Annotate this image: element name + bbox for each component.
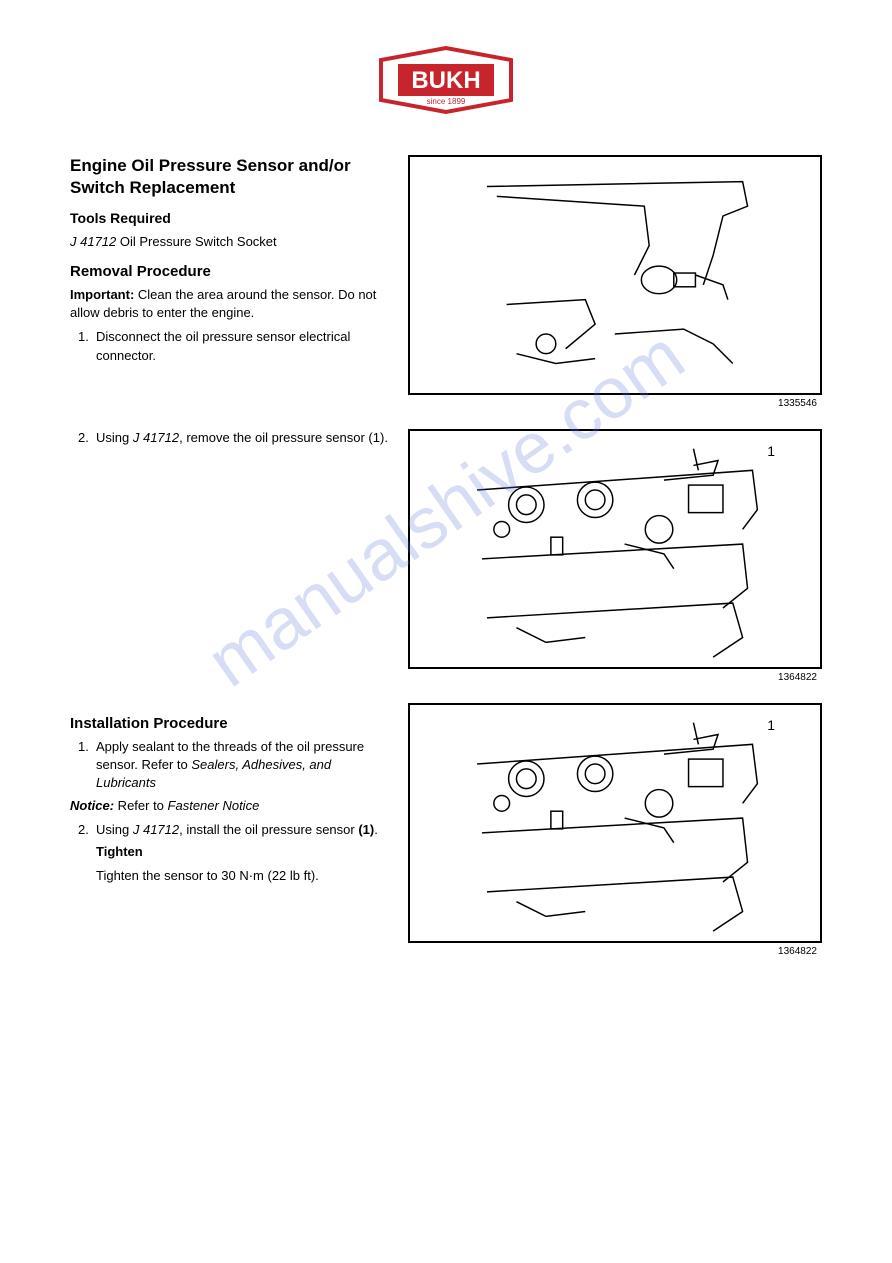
install2-pre: Using [96,822,133,837]
text-column-2: 2. Using J 41712, remove the oil pressur… [70,429,408,683]
text-column-1: Engine Oil Pressure Sensor and/or Switch… [70,155,408,409]
diagram-2-svg [410,431,820,667]
diagram-3-svg [410,705,820,941]
diagram-1 [408,155,822,395]
step2-tool: J 41712 [133,430,179,445]
step-text: Apply sealant to the threads of the oil … [96,738,393,793]
tools-heading: Tools Required [70,209,393,229]
diagram-3-callout: 1 [767,717,775,733]
tighten-heading: Tighten [70,843,393,861]
tools-text: J 41712 Oil Pressure Switch Socket [70,233,393,251]
diagram-3: 1 [408,703,822,943]
step-text: Disconnect the oil pressure sensor elect… [96,328,393,364]
install2-end: . [374,822,378,837]
image-column-2: 1 [408,429,822,683]
diagram-2: 1 [408,429,822,669]
install-heading: Installation Procedure [70,713,393,734]
step-number: 1. [78,738,96,793]
step-number: 2. [78,429,96,447]
diagram-3-number: 1364822 [408,946,822,957]
important-label: Important: [70,287,134,302]
install-step-1: 1. Apply sealant to the threads of the o… [70,738,393,793]
notice: Notice: Refer to Fastener Notice [70,797,393,815]
text-column-3: Installation Procedure 1. Apply sealant … [70,703,408,957]
step2-post: , remove the oil pressure sensor (1). [179,430,388,445]
install2-callout: (1) [358,822,374,837]
tool-desc: Oil Pressure Switch Socket [116,234,276,249]
logo-brand-text: BUKH [411,67,480,94]
step-text: Using J 41712, remove the oil pressure s… [96,429,393,447]
section-3: Installation Procedure 1. Apply sealant … [70,703,822,957]
image-column-3: 1 [408,703,822,957]
step-number: 2. [78,821,96,839]
section-2: 2. Using J 41712, remove the oil pressur… [70,429,822,683]
logo-tagline: since 1899 [427,97,466,106]
page-title: Engine Oil Pressure Sensor and/or Switch… [70,155,393,199]
step2-pre: Using [96,430,133,445]
removal-heading: Removal Procedure [70,261,393,282]
step-text: Using J 41712, install the oil pressure … [96,821,393,839]
tool-id: J 41712 [70,234,116,249]
logo-container: BUKH since 1899 [70,40,822,125]
diagram-1-number: 1335546 [408,398,822,409]
brand-logo: BUKH since 1899 [366,40,526,120]
step-number: 1. [78,328,96,364]
content-wrapper: Engine Oil Pressure Sensor and/or Switch… [70,155,822,977]
important-note: Important: Clean the area around the sen… [70,286,393,322]
diagram-2-callout: 1 [767,443,775,459]
section-1: Engine Oil Pressure Sensor and/or Switch… [70,155,822,409]
notice-ref: Fastener Notice [168,798,260,813]
notice-pre: Refer to [114,798,167,813]
notice-label: Notice: [70,798,114,813]
image-column-1: 1335546 [408,155,822,409]
removal-step-1: 1. Disconnect the oil pressure sensor el… [70,328,393,364]
removal-step-2: 2. Using J 41712, remove the oil pressur… [70,429,393,447]
tighten-text: Tighten the sensor to 30 N·m (22 lb ft). [70,867,393,885]
diagram-2-number: 1364822 [408,672,822,683]
install2-post: , install the oil pressure sensor [179,822,358,837]
diagram-1-svg [410,157,820,393]
install-step-2: 2. Using J 41712, install the oil pressu… [70,821,393,839]
install2-tool: J 41712 [133,822,179,837]
